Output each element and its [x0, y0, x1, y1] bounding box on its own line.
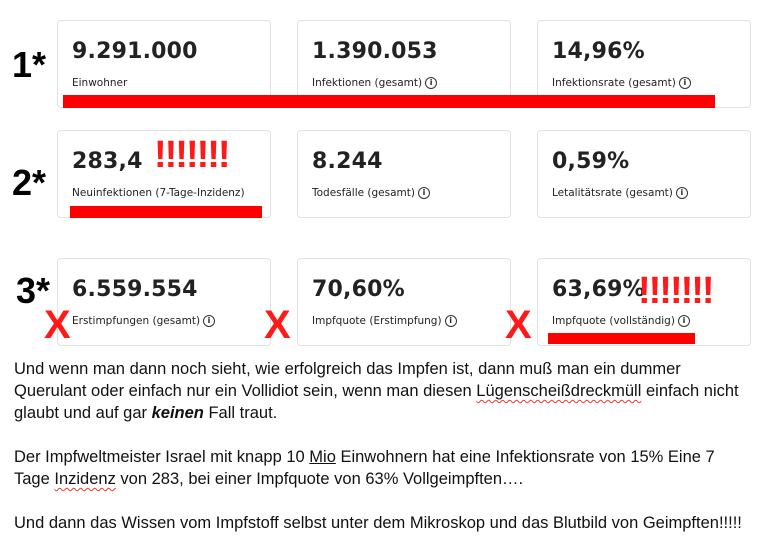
paragraph-2: Der Impfweltmeister Israel mit knapp 10 … [14, 448, 715, 488]
stat-value: 0,59% [552, 149, 630, 174]
stat-card-vaccination-rate-first: 70,60% Impfquote (Erstimpfung) i [297, 258, 511, 346]
stat-value: 63,69% [552, 277, 645, 302]
stat-value: 70,60% [312, 277, 405, 302]
paragraph-3: Und dann das Wissen vom Impfstoff selbst… [14, 514, 742, 532]
stat-card-infections: 1.390.053 Infektionen (gesamt) i [297, 20, 511, 108]
exclamation-marks-vaccination: !!!!!!! [638, 270, 715, 312]
info-icon[interactable]: i [677, 315, 690, 327]
x-mark-3: X [505, 303, 532, 347]
row-marker-3: 3* [16, 270, 51, 311]
stat-card-first-vaccinations: 6.559.554 Erstimpfungen (gesamt) i [57, 258, 271, 346]
stat-card-population: 9.291.000 Einwohner [57, 20, 271, 108]
red-underline-incidence [70, 206, 262, 218]
info-icon[interactable]: i [417, 187, 430, 199]
paragraph-1: Und wenn man dann noch sieht, wie erfolg… [14, 360, 739, 422]
stat-label: Erstimpfungen (gesamt) i [72, 315, 216, 327]
stat-label: Infektionen (gesamt) i [312, 77, 438, 89]
stat-value: 14,96% [552, 39, 645, 64]
stat-label: Impfquote (vollständig) i [552, 315, 690, 327]
stat-card-vaccination-rate-full: 63,69% Impfquote (vollständig) i [537, 258, 751, 346]
info-icon[interactable]: i [444, 315, 457, 327]
stat-card-lethality: 0,59% Letalitätsrate (gesamt) i [537, 130, 751, 218]
stat-value: 283,4 [72, 149, 143, 174]
stat-label: Impfquote (Erstimpfung) i [312, 315, 457, 327]
exclamation-marks-incidence: !!!!!!! [154, 134, 231, 176]
x-mark-2: X [264, 303, 291, 347]
info-icon[interactable]: i [425, 77, 438, 89]
stat-value: 8.244 [312, 149, 383, 174]
stat-label: Todesfälle (gesamt) i [312, 187, 430, 199]
stat-value: 1.390.053 [312, 39, 438, 64]
stat-label: Neuinfektionen (7-Tage-Inzidenz) [72, 187, 245, 199]
stat-value: 6.559.554 [72, 277, 198, 302]
info-icon[interactable]: i [678, 77, 691, 89]
stat-label: Einwohner [72, 77, 128, 89]
stat-card-infection-rate: 14,96% Infektionsrate (gesamt) i [537, 20, 751, 108]
stat-card-incidence: 283,4 Neuinfektionen (7-Tage-Inzidenz) [57, 130, 271, 218]
red-underline-full-vaccination [548, 333, 695, 344]
stat-card-deaths: 8.244 Todesfälle (gesamt) i [297, 130, 511, 218]
commentary-text: Und wenn man dann noch sieht, wie erfolg… [14, 358, 754, 556]
red-underline-row1 [63, 95, 715, 108]
stat-value: 9.291.000 [72, 39, 198, 64]
row-marker-1: 1* [12, 44, 47, 85]
info-icon[interactable]: i [675, 187, 688, 199]
stat-label: Letalitätsrate (gesamt) i [552, 187, 688, 199]
stat-label: Infektionsrate (gesamt) i [552, 77, 691, 89]
x-mark-1: X [44, 303, 71, 347]
row-marker-2: 2* [12, 162, 47, 203]
info-icon[interactable]: i [203, 315, 216, 327]
